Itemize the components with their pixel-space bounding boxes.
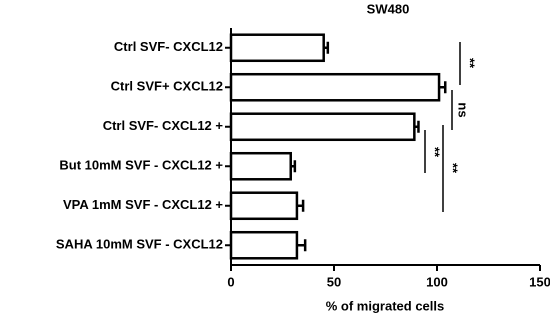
significance-label: ** — [428, 147, 443, 158]
error-bar — [296, 239, 307, 252]
bar — [229, 151, 292, 181]
error-bar — [439, 81, 447, 94]
bar — [229, 112, 416, 142]
error-bar — [323, 41, 330, 54]
x-axis-label: % of migrated cells — [326, 298, 444, 313]
significance-label: ns — [456, 102, 471, 117]
significance-label: ** — [446, 163, 461, 174]
x-tick-label: 150 — [529, 274, 550, 289]
x-tick-label: 50 — [327, 274, 341, 289]
y-tick-label: VPA 1mM SVF - CXCL12 + — [63, 197, 223, 212]
bar — [229, 191, 299, 221]
chart-title: SW480 — [367, 1, 410, 16]
error-bar — [414, 120, 420, 133]
x-tick-label: 100 — [426, 274, 448, 289]
bar — [229, 72, 441, 102]
error-bar — [296, 199, 305, 212]
bar — [229, 33, 325, 63]
y-tick-label: Ctrl SVF+ CXCL12 — [111, 79, 223, 94]
y-tick-label: SAHA 10mM SVF - CXCL12 — [56, 237, 223, 252]
significance-label: ** — [463, 58, 478, 69]
x-tick-label: 0 — [227, 274, 234, 289]
bar — [229, 230, 299, 260]
y-tick-label: But 10mM SVF - CXCL12 + — [59, 158, 223, 173]
y-tick-label: Ctrl SVF- CXCL12 — [114, 39, 223, 54]
error-bar — [290, 160, 297, 173]
y-tick-label: Ctrl SVF- CXCL12 + — [103, 118, 224, 133]
